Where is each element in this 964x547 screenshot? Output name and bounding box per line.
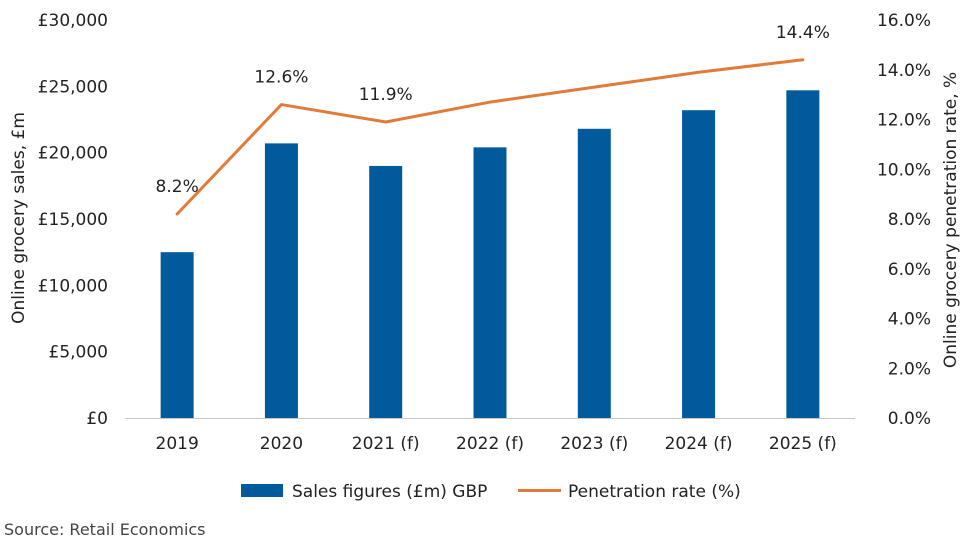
line-point — [698, 71, 700, 73]
bar — [264, 143, 298, 418]
line-point — [176, 213, 178, 215]
x-axis-tick-label: 2022 (f) — [456, 434, 524, 454]
line-point — [593, 86, 595, 88]
x-axis-tick-label: 2024 (f) — [665, 434, 733, 454]
right-axis-tick-label: 16.0% — [877, 11, 931, 31]
source-note: Source: Retail Economics — [4, 520, 206, 539]
line-point — [280, 104, 282, 106]
bar — [786, 90, 820, 419]
left-axis-tick-label: £30,000 — [38, 11, 108, 31]
line-series — [175, 58, 805, 216]
right-axis-tick-label: 14.0% — [877, 61, 931, 81]
line-point — [385, 121, 387, 123]
right-axis-tick-label: 10.0% — [877, 160, 931, 180]
bar — [473, 147, 507, 419]
x-axis-tick-label: 2023 (f) — [560, 434, 628, 454]
right-axis-tick-label: 8.0% — [888, 210, 931, 230]
right-axis-tick-label: 4.0% — [888, 310, 931, 330]
legend-bar-swatch — [241, 484, 283, 497]
left-axis-tick-label: £20,000 — [38, 144, 108, 164]
legend: Sales figures (£m) GBP Penetration rate … — [241, 482, 741, 502]
left-axis-tick-label: £25,000 — [38, 77, 108, 97]
left-axis-tick-label: £10,000 — [38, 276, 108, 296]
x-axis-tick-label: 2021 (f) — [352, 434, 420, 454]
right-axis-tick-label: 2.0% — [888, 359, 931, 379]
x-axis-tick-label: 2025 (f) — [769, 434, 837, 454]
legend-bar-label: Sales figures (£m) GBP — [292, 482, 487, 502]
line-data-label: 12.6% — [254, 68, 308, 88]
left-axis-tick-label: £5,000 — [49, 343, 108, 363]
bar — [682, 110, 716, 419]
line-data-label: 11.9% — [359, 85, 413, 105]
line-data-label: 8.2% — [156, 177, 199, 197]
bar-series — [160, 90, 820, 419]
line-point — [489, 101, 491, 103]
right-axis-tick-label: 0.0% — [888, 409, 931, 429]
right-axis-ticks: 0.0% 2.0% 4.0% 6.0% 8.0% 10.0% 12.0% 14.0% 16.0% — [877, 11, 931, 429]
left-axis-title: Online grocery sales, £m — [9, 112, 29, 324]
bar — [577, 128, 611, 418]
x-axis-ticks: 2019 2020 2021 (f) 2022 (f) 2023 (f) 2024 (f)… — [156, 434, 837, 454]
right-axis-tick-label: 6.0% — [888, 260, 931, 280]
left-axis-ticks: £0 £5,000 £10,000 £15,000 £20,000 £25,000 £30,… — [38, 11, 108, 429]
legend-line-label: Penetration rate (%) — [568, 482, 741, 502]
bar — [160, 252, 194, 418]
bar — [369, 165, 403, 418]
x-axis-tick-label: 2020 — [260, 434, 303, 454]
line-point — [802, 59, 804, 61]
right-axis-tick-label: 12.0% — [877, 111, 931, 131]
left-axis-tick-label: £15,000 — [38, 210, 108, 230]
line-data-label: 14.4% — [776, 23, 830, 43]
line-data-labels: 8.2% 12.6% 11.9% 14.4% — [156, 23, 830, 197]
left-axis-tick-label: £0 — [86, 409, 108, 429]
right-axis-title: Online grocery penetration rate, % — [941, 72, 961, 368]
x-axis-tick-label: 2019 — [156, 434, 199, 454]
